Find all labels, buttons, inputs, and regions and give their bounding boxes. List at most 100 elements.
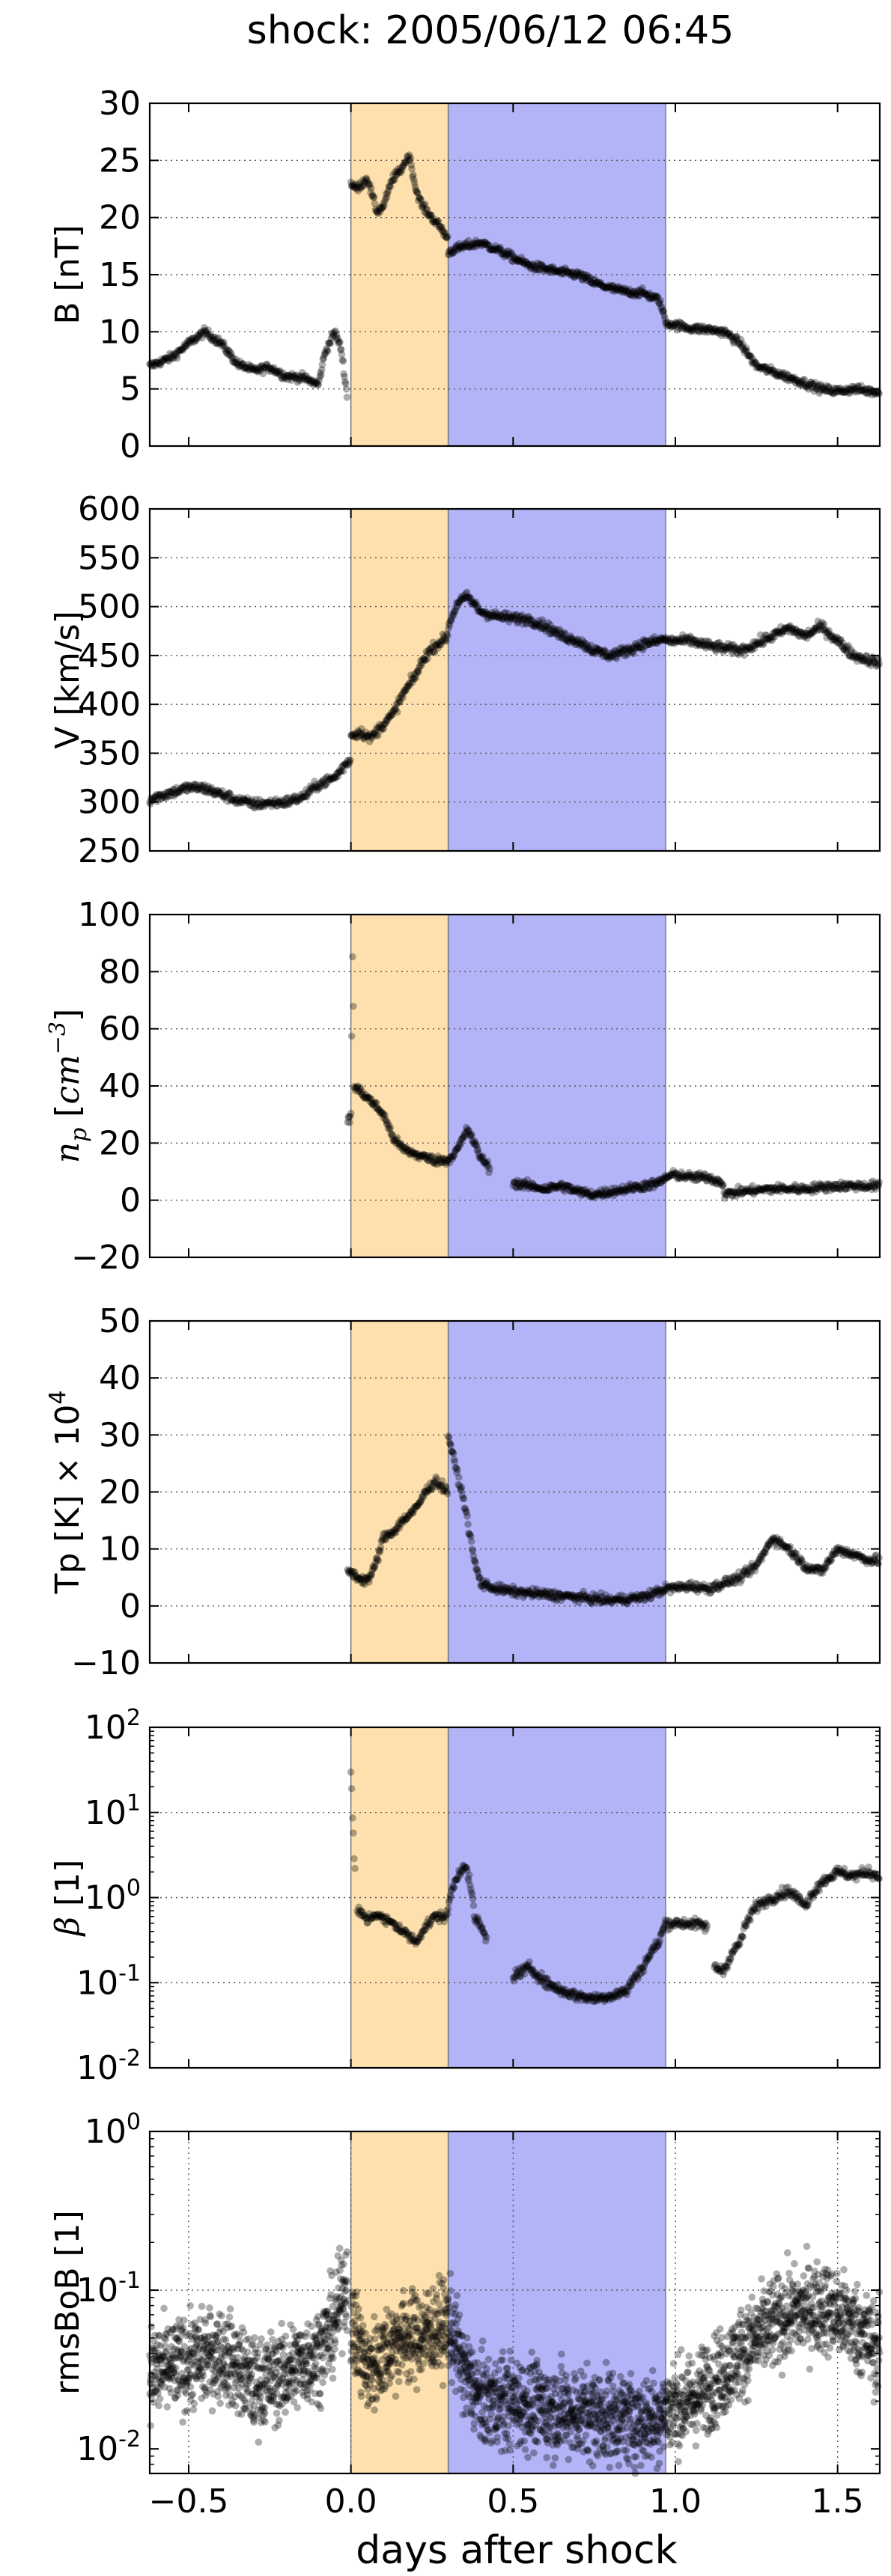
data-point	[472, 242, 481, 251]
data-point	[156, 361, 165, 368]
data-point	[261, 363, 269, 371]
data-point	[469, 239, 477, 247]
data-point	[379, 204, 386, 211]
data-point	[374, 210, 382, 218]
data-point	[172, 350, 180, 358]
data-point	[331, 328, 338, 336]
data-point	[159, 357, 167, 365]
data-point	[728, 332, 735, 341]
data-point	[395, 168, 403, 176]
data-point	[520, 260, 529, 268]
data-point	[548, 269, 556, 276]
data-point	[453, 242, 461, 251]
data-point	[696, 328, 704, 336]
data-point	[547, 263, 554, 272]
y-tick-label: −10	[71, 1644, 141, 1682]
data-point	[175, 347, 183, 354]
data-point	[663, 323, 671, 330]
data-point	[392, 171, 400, 180]
data-point	[376, 204, 383, 212]
data-point	[673, 320, 681, 328]
data-point	[512, 254, 520, 262]
shaded-region-2	[447, 103, 666, 447]
data-point	[251, 364, 259, 373]
data-point	[299, 376, 308, 384]
data-point	[374, 1557, 382, 1565]
data-point	[264, 362, 272, 370]
data-point	[600, 282, 608, 290]
data-point	[148, 358, 156, 367]
data-point	[457, 1483, 466, 1492]
data-point	[612, 285, 620, 293]
data-point	[441, 230, 449, 238]
data-point	[154, 359, 162, 367]
data-point	[712, 326, 720, 334]
data-point	[556, 267, 565, 275]
data-point	[189, 335, 197, 342]
data-point	[351, 184, 359, 192]
data-point	[340, 370, 347, 378]
data-point	[156, 361, 164, 369]
data-point	[214, 334, 222, 342]
data-point	[280, 372, 288, 380]
data-point	[678, 325, 685, 333]
y-tick-label: 20	[99, 1474, 141, 1512]
data-point	[442, 233, 449, 241]
data-point	[542, 267, 550, 275]
data-point	[626, 290, 634, 299]
data-point	[746, 352, 754, 360]
data-point	[732, 334, 740, 342]
data-point	[610, 284, 618, 293]
data-point	[660, 312, 669, 320]
data-point	[756, 364, 764, 371]
data-point	[537, 261, 545, 269]
data-point	[645, 290, 654, 297]
data-point	[348, 182, 356, 190]
data-point	[496, 245, 504, 253]
data-point	[208, 2407, 216, 2415]
data-point	[410, 179, 419, 187]
data-point	[725, 330, 733, 338]
data-point	[357, 184, 365, 192]
data-point	[221, 342, 228, 350]
data-point	[624, 287, 631, 295]
data-point	[407, 161, 416, 169]
data-point	[329, 332, 337, 340]
y-axis-label: Tp [K] × 104	[45, 1391, 87, 1595]
data-point	[641, 290, 649, 298]
data-point	[148, 2323, 155, 2331]
data-point	[520, 259, 527, 267]
data-point	[253, 367, 261, 374]
data-point	[639, 290, 647, 298]
data-point	[382, 190, 390, 198]
data-point	[270, 367, 279, 375]
data-point	[541, 265, 549, 273]
data-point	[284, 376, 292, 384]
data-point	[361, 177, 369, 186]
data-point	[741, 349, 748, 356]
data-point	[167, 353, 175, 361]
data-point	[736, 339, 743, 347]
data-point	[469, 1895, 477, 1903]
data-point	[698, 325, 705, 332]
data-point	[723, 330, 732, 338]
data-point	[350, 1829, 357, 1837]
data-point	[715, 329, 723, 338]
data-point	[409, 173, 416, 181]
data-point	[380, 202, 388, 210]
data-point	[198, 334, 206, 342]
data-point	[156, 2395, 164, 2403]
data-point	[246, 366, 254, 373]
data-point	[601, 284, 609, 291]
y-tick-label: 0	[120, 1182, 141, 1220]
data-point	[722, 332, 730, 340]
data-point	[649, 292, 657, 299]
data-point	[554, 267, 562, 275]
data-point	[233, 360, 240, 367]
data-point	[514, 255, 523, 263]
data-point	[334, 335, 342, 342]
data-point	[603, 283, 611, 291]
data-point	[192, 335, 199, 343]
data-point	[687, 327, 694, 335]
